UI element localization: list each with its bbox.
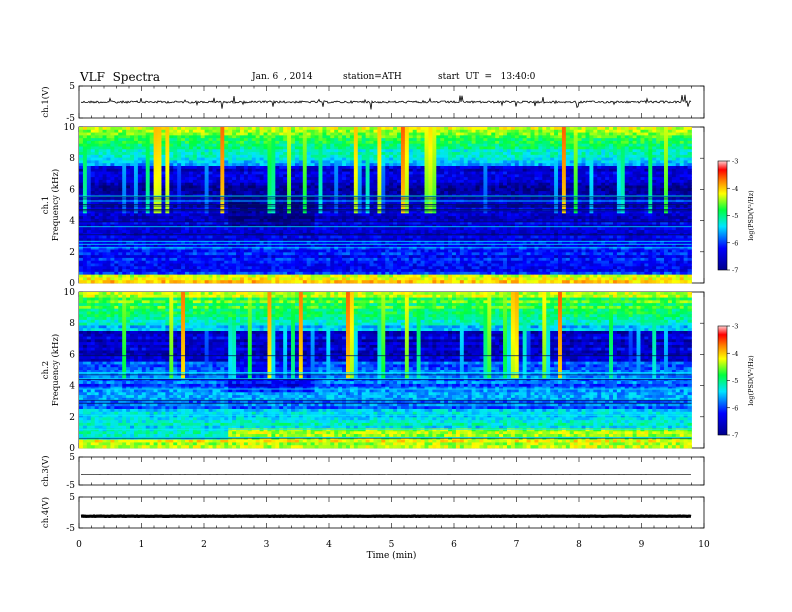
y-axis-label-2: ch.1 (41, 196, 51, 214)
y-tick-label: 5 (69, 82, 75, 92)
x-tick-label: 2 (201, 540, 207, 550)
colorbar-ch1 (717, 160, 728, 271)
y-tick-label: -5 (66, 524, 75, 534)
y-axis-label-1: ch.1(V) (40, 86, 51, 117)
y-tick-label: 5 (69, 493, 75, 503)
colorbar-tick-label: -6 (732, 404, 738, 412)
colorbar-tick-label: -5 (732, 212, 738, 220)
spectrogram-ch1 (79, 127, 692, 284)
colorbar-tick-label: -3 (732, 158, 738, 166)
chart-title: VLF Spectra (80, 70, 161, 84)
colorbar-label: log(PSD(V²/Hz) (747, 190, 755, 241)
colorbar-tick-label: -6 (732, 239, 738, 247)
colorbar-tick-label: -7 (732, 432, 738, 440)
x-tick-label: 7 (514, 540, 520, 550)
y-axis-label-2: Frequency (kHz) (50, 169, 61, 241)
x-tick-label: 10 (698, 540, 710, 550)
start-time-label: start UT = 13:40:0 (438, 72, 536, 82)
x-tick-label: 9 (639, 540, 645, 550)
x-tick-label: 6 (451, 540, 457, 550)
y-axis-label-3: Frequency (kHz) (50, 334, 61, 406)
colorbar-tick-label: -5 (732, 377, 738, 385)
y-tick-label: -5 (66, 481, 75, 491)
y-tick-label: 0 (69, 279, 75, 289)
trace-ch1-line (81, 94, 692, 110)
y-tick-label: 8 (69, 319, 75, 329)
spectrogram-ch2 (79, 292, 692, 449)
y-tick-label: 10 (64, 123, 76, 133)
x-tick-label: 8 (576, 540, 582, 550)
y-tick-label: 10 (64, 288, 76, 298)
colorbar-tick-label: -3 (732, 323, 738, 331)
y-tick-label: 5 (69, 453, 75, 463)
colorbar-tick-label: -4 (732, 185, 738, 193)
y-tick-label: -5 (66, 114, 75, 124)
colorbar-tick-label: -4 (732, 350, 738, 358)
y-tick-label: 0 (69, 444, 75, 454)
colorbar-label: log(PSD(V²/Hz) (747, 355, 755, 406)
y-tick-label: 2 (69, 248, 75, 258)
y-tick-label: 4 (69, 217, 75, 227)
y-axis-label-5: ch.4(V) (40, 497, 51, 528)
station-label: station=ATH (343, 72, 402, 82)
y-tick-label: 6 (69, 350, 75, 360)
date-label: Jan. 6 , 2014 (252, 72, 313, 82)
colorbar-tick-label: -7 (732, 267, 738, 275)
x-tick-label: 3 (264, 540, 270, 550)
y-tick-label: 6 (69, 185, 75, 195)
x-tick-label: 4 (326, 540, 332, 550)
x-axis-title: Time (min) (367, 550, 417, 561)
colorbar-ch2 (717, 325, 728, 436)
x-tick-label: 5 (389, 540, 395, 550)
y-tick-label: 4 (69, 382, 75, 392)
x-tick-label: 0 (76, 540, 82, 550)
y-tick-label: 2 (69, 413, 75, 423)
x-tick-label: 1 (139, 540, 145, 550)
y-tick-label: 8 (69, 154, 75, 164)
y-axis-label-3: ch.2 (41, 361, 51, 379)
y-axis-label-4: ch.3(V) (40, 455, 51, 486)
